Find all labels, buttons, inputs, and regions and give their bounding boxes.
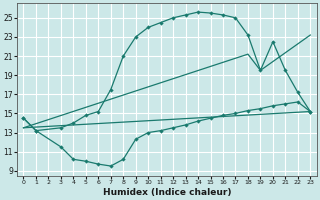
- X-axis label: Humidex (Indice chaleur): Humidex (Indice chaleur): [103, 188, 231, 197]
